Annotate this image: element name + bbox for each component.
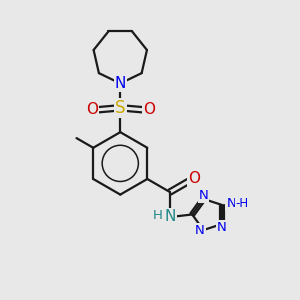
Text: O: O bbox=[143, 102, 155, 117]
Text: N: N bbox=[164, 209, 175, 224]
Text: H: H bbox=[152, 209, 162, 222]
Text: S: S bbox=[115, 99, 125, 117]
Text: N: N bbox=[195, 224, 205, 236]
Text: N: N bbox=[199, 189, 208, 202]
Text: N: N bbox=[115, 76, 126, 91]
Text: O: O bbox=[188, 171, 200, 186]
Text: O: O bbox=[86, 102, 98, 117]
Text: -H: -H bbox=[236, 197, 248, 210]
Text: N: N bbox=[226, 197, 236, 210]
Text: N: N bbox=[217, 221, 226, 234]
